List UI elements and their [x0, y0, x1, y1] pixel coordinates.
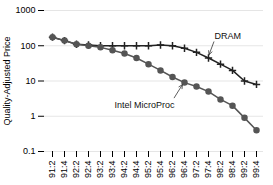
- svg-text:95:4: 95:4: [155, 161, 165, 179]
- svg-text:93:2: 93:2: [95, 161, 105, 179]
- svg-text:91:2: 91:2: [47, 161, 57, 179]
- svg-text:96:4: 96:4: [179, 161, 189, 179]
- svg-text:DRAM: DRAM: [215, 31, 242, 41]
- svg-text:Quality-Adjusted Price: Quality-Adjusted Price: [2, 36, 12, 125]
- svg-text:99:4: 99:4: [251, 161, 261, 179]
- svg-text:97:4: 97:4: [203, 161, 213, 179]
- svg-text:92:2: 92:2: [71, 161, 81, 179]
- svg-text:95:2: 95:2: [143, 161, 153, 179]
- svg-text:91:4: 91:4: [59, 161, 69, 179]
- svg-text:99:2: 99:2: [239, 161, 249, 179]
- svg-text:97:2: 97:2: [191, 161, 201, 179]
- svg-text:1: 1: [30, 111, 35, 121]
- svg-text:98:4: 98:4: [227, 161, 237, 179]
- svg-text:94:4: 94:4: [131, 161, 141, 179]
- svg-text:94:2: 94:2: [119, 161, 129, 179]
- svg-text:10: 10: [25, 76, 35, 86]
- svg-text:96:2: 96:2: [167, 161, 177, 179]
- svg-text:1000: 1000: [15, 5, 35, 15]
- svg-text:98:2: 98:2: [215, 161, 225, 179]
- svg-text:Intel MicroProc: Intel MicroProc: [114, 99, 175, 109]
- svg-text:93:4: 93:4: [107, 161, 117, 179]
- svg-text:92:4: 92:4: [83, 161, 93, 179]
- svg-text:0.1: 0.1: [23, 146, 36, 156]
- svg-text:100: 100: [20, 41, 35, 51]
